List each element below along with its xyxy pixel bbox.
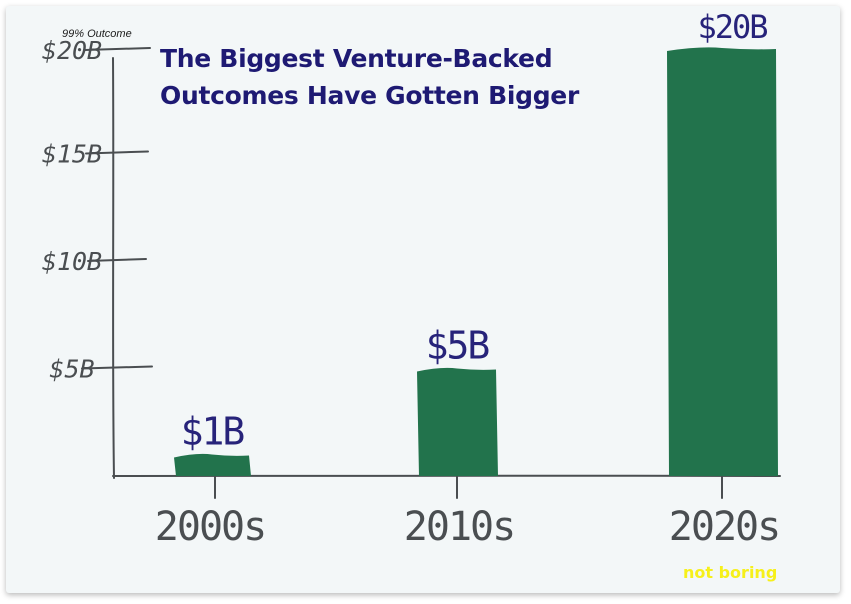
- y-tick-label: $20B: [42, 36, 102, 65]
- y-tick-label: $15B: [42, 140, 102, 169]
- data-label: $5B: [426, 324, 490, 368]
- data-label: $20B: [697, 8, 767, 46]
- bar-2000s: [174, 453, 251, 476]
- y-tick-label: $10B: [42, 247, 102, 276]
- x-category-label: 2000s: [155, 504, 265, 550]
- x-category-label: 2010s: [404, 504, 514, 550]
- bar-2010s: [417, 367, 498, 476]
- y-tick-$20B: [84, 47, 151, 51]
- bars: [174, 47, 778, 477]
- chart-subtitle: 99% Outcome: [62, 28, 132, 40]
- y-tick-label: $5B: [49, 355, 94, 384]
- y-axis-line: [112, 57, 115, 479]
- bar-2020s: [667, 47, 778, 477]
- brand-watermark: not boring: [683, 563, 778, 582]
- data-label: $1B: [181, 410, 245, 454]
- labels: $5B $10B $15B $20B 2000s $1B 2010s $5B 2020s $20B: [42, 8, 781, 550]
- chart-title: The Biggest Venture-Backed Outcomes Have…: [160, 40, 579, 114]
- x-category-label: 2020s: [669, 504, 779, 550]
- chart-title-line-2: Outcomes Have Gotten Bigger: [160, 81, 579, 110]
- y-tick-$10B: [87, 258, 147, 262]
- y-tick-$15B: [85, 150, 149, 155]
- chart-title-line-1: The Biggest Venture-Backed: [160, 44, 553, 73]
- y-tick-$5B: [81, 365, 153, 370]
